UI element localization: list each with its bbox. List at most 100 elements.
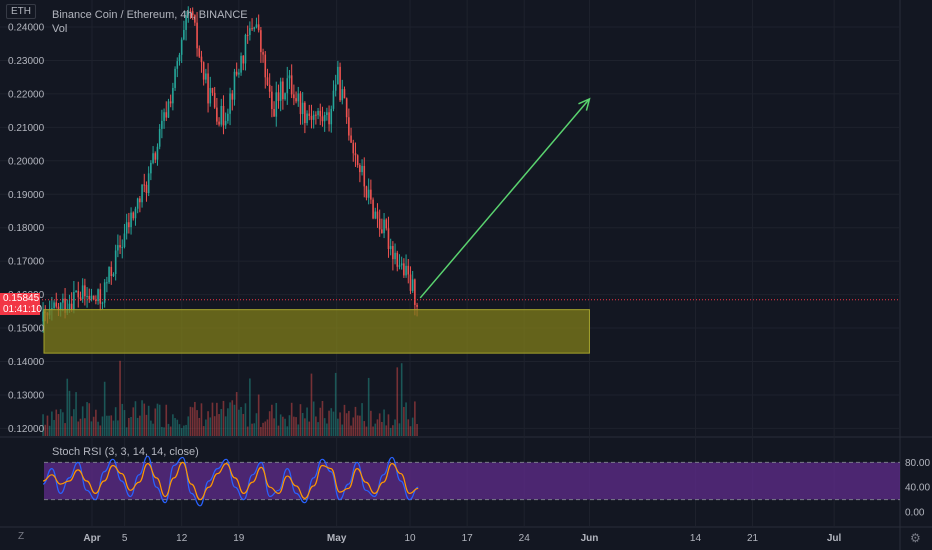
volume-bar xyxy=(81,406,84,436)
volume-bar xyxy=(282,416,284,436)
settings-gear-icon[interactable]: ⚙ xyxy=(910,531,921,545)
candle-body xyxy=(387,228,390,249)
volume-bar xyxy=(209,417,212,436)
volume-bar xyxy=(220,409,223,436)
price-tick-label: 0.12000 xyxy=(8,424,45,435)
volume-bar xyxy=(75,392,77,436)
candle-body xyxy=(108,266,110,283)
volume-bar xyxy=(198,417,201,436)
volume-bar xyxy=(257,394,260,436)
candle-body xyxy=(392,246,394,260)
volume-bar xyxy=(183,425,185,436)
volume-bar xyxy=(242,413,245,436)
candle-body xyxy=(383,219,385,234)
volume-legend: Vol xyxy=(52,23,68,35)
candle-body xyxy=(187,10,190,16)
candle-body xyxy=(367,189,370,198)
volume-bar xyxy=(350,425,352,436)
volume-bar xyxy=(367,377,370,436)
candle-body xyxy=(277,92,280,101)
candle-body xyxy=(200,56,203,63)
volume-bar xyxy=(180,427,183,436)
currency-badge[interactable]: ETH xyxy=(6,4,36,19)
candlesticks xyxy=(42,6,418,333)
candle-body xyxy=(110,266,113,277)
rsi-series-line xyxy=(42,461,419,501)
candle-body xyxy=(42,311,44,322)
volume-bar xyxy=(372,426,374,436)
volume-bar xyxy=(295,417,297,436)
candle-body xyxy=(339,66,341,101)
volume-bar xyxy=(90,421,93,436)
candle-body xyxy=(79,297,82,300)
candle-body xyxy=(183,29,185,40)
volume-bar xyxy=(64,423,66,436)
volume-bar xyxy=(114,407,117,436)
volume-bar xyxy=(152,423,154,436)
volume-bar xyxy=(268,411,271,436)
candle-body xyxy=(414,279,416,305)
candle-body xyxy=(222,105,225,126)
volume-bar xyxy=(317,422,319,436)
volume-bar xyxy=(244,403,247,436)
volume-bar xyxy=(112,420,115,436)
price-tick-label: 0.21000 xyxy=(8,123,45,134)
volume-bar xyxy=(409,426,412,436)
volume-bar xyxy=(266,419,269,436)
volume-bar xyxy=(62,412,64,436)
time-tick-label: Jun xyxy=(581,533,599,544)
candle-body xyxy=(119,245,121,248)
candle-body xyxy=(92,295,95,300)
candle-body xyxy=(315,114,317,116)
candle-body xyxy=(275,92,278,117)
candle-body xyxy=(337,66,339,85)
volume-bar xyxy=(290,402,293,436)
zoom-reset-button[interactable]: Z xyxy=(18,531,25,542)
volume-bar xyxy=(73,409,75,436)
candle-body xyxy=(99,289,102,304)
volume-bar xyxy=(312,401,315,436)
volume-bar xyxy=(271,404,273,436)
stoch-rsi-pane xyxy=(42,455,900,507)
price-tick-label: 0.14000 xyxy=(8,357,45,368)
volume-bar xyxy=(255,413,258,436)
volume-bar xyxy=(103,381,106,436)
volume-bar xyxy=(286,426,289,436)
volume-bar xyxy=(359,415,361,436)
candle-body xyxy=(84,285,86,297)
volume-bar xyxy=(233,404,236,436)
candle-body xyxy=(400,263,403,266)
candle-body xyxy=(169,101,172,104)
volume-bar xyxy=(376,419,379,436)
candle-body xyxy=(403,263,405,276)
volume-bar xyxy=(383,409,385,436)
candle-body xyxy=(189,10,192,12)
volume-bar xyxy=(194,401,196,436)
candle-body xyxy=(139,198,141,203)
candle-body xyxy=(407,265,410,275)
volume-bar xyxy=(84,418,86,436)
volume-bar xyxy=(196,410,198,436)
volume-bar xyxy=(88,403,91,436)
volume-bar xyxy=(405,402,407,436)
candle-body xyxy=(359,165,361,173)
volume-bar xyxy=(165,404,168,436)
volume-bar xyxy=(77,421,80,436)
candle-body xyxy=(227,113,229,121)
volume-bar xyxy=(374,423,377,436)
drawings[interactable] xyxy=(0,97,900,354)
volume-bar xyxy=(57,414,60,436)
projection-arrow-head xyxy=(578,97,591,111)
candle-body xyxy=(352,142,355,154)
candle-body xyxy=(310,115,313,120)
candle-body xyxy=(128,222,130,228)
volume-bar xyxy=(304,418,306,436)
candle-body xyxy=(112,274,115,277)
volume-bar xyxy=(200,403,203,436)
volume-bar xyxy=(222,400,225,436)
candle-body xyxy=(51,308,53,310)
volume-bar xyxy=(352,417,355,436)
rsi-series-line xyxy=(42,455,419,507)
time-tick-label: 24 xyxy=(519,533,531,544)
